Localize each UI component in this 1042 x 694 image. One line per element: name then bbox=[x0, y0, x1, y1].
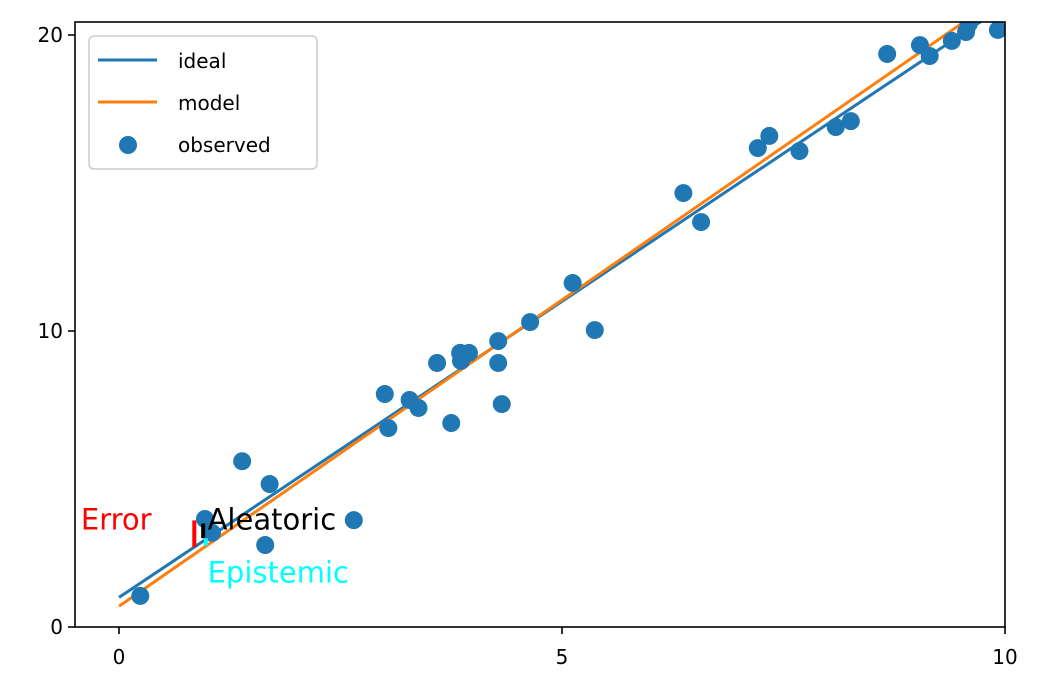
data-point bbox=[826, 118, 845, 137]
data-point bbox=[409, 398, 428, 417]
x-tick-label: 10 bbox=[992, 645, 1017, 669]
data-point bbox=[760, 126, 779, 145]
legend-ideal-label: ideal bbox=[178, 49, 226, 73]
data-point bbox=[344, 511, 363, 530]
data-point bbox=[585, 321, 604, 340]
legend-box bbox=[88, 35, 318, 170]
data-point bbox=[256, 536, 275, 555]
data-point bbox=[442, 414, 461, 433]
annotation-epistemic: Epistemic bbox=[208, 556, 349, 590]
data-point bbox=[203, 523, 222, 542]
data-point bbox=[748, 139, 767, 158]
data-point bbox=[878, 44, 897, 63]
axes bbox=[74, 21, 1006, 628]
legend-model-label: model bbox=[178, 91, 240, 115]
data-point bbox=[692, 213, 711, 232]
x-tick-label: 0 bbox=[113, 645, 126, 669]
legend: ideal model observed bbox=[88, 35, 318, 170]
data-point bbox=[489, 332, 508, 351]
data-point bbox=[195, 509, 214, 528]
data-point bbox=[233, 452, 252, 471]
y-tick-label: 20 bbox=[38, 23, 63, 47]
data-point bbox=[988, 22, 1005, 39]
annotation-aleatoric: Aleatoric bbox=[208, 502, 337, 536]
legend-observed-swatch bbox=[119, 136, 137, 154]
data-point bbox=[563, 274, 582, 293]
x-tick-label: 5 bbox=[556, 645, 569, 669]
data-point bbox=[841, 112, 860, 131]
data-point bbox=[489, 353, 508, 372]
data-point bbox=[521, 313, 540, 332]
data-point bbox=[790, 142, 809, 161]
ticks: 0 5 10 0 10 20 bbox=[38, 23, 1018, 669]
plot-area bbox=[118, 22, 1005, 608]
data-point bbox=[492, 395, 511, 414]
data-point bbox=[375, 385, 394, 404]
y-tick-label: 0 bbox=[50, 615, 63, 639]
data-point bbox=[260, 475, 279, 494]
data-point bbox=[451, 351, 470, 370]
data-point bbox=[942, 31, 961, 50]
y-tick-label: 10 bbox=[38, 319, 63, 343]
data-point bbox=[959, 22, 978, 34]
legend-observed-label: observed bbox=[178, 133, 271, 157]
axes-frame bbox=[74, 21, 1006, 628]
annotation-error: Error bbox=[81, 502, 152, 536]
data-point bbox=[131, 586, 150, 605]
data-point bbox=[428, 353, 447, 372]
data-point bbox=[920, 47, 939, 66]
annotations: Error Aleatoric Epistemic bbox=[81, 502, 349, 589]
line-model bbox=[118, 22, 967, 608]
data-point bbox=[674, 184, 693, 203]
data-point bbox=[379, 419, 398, 438]
